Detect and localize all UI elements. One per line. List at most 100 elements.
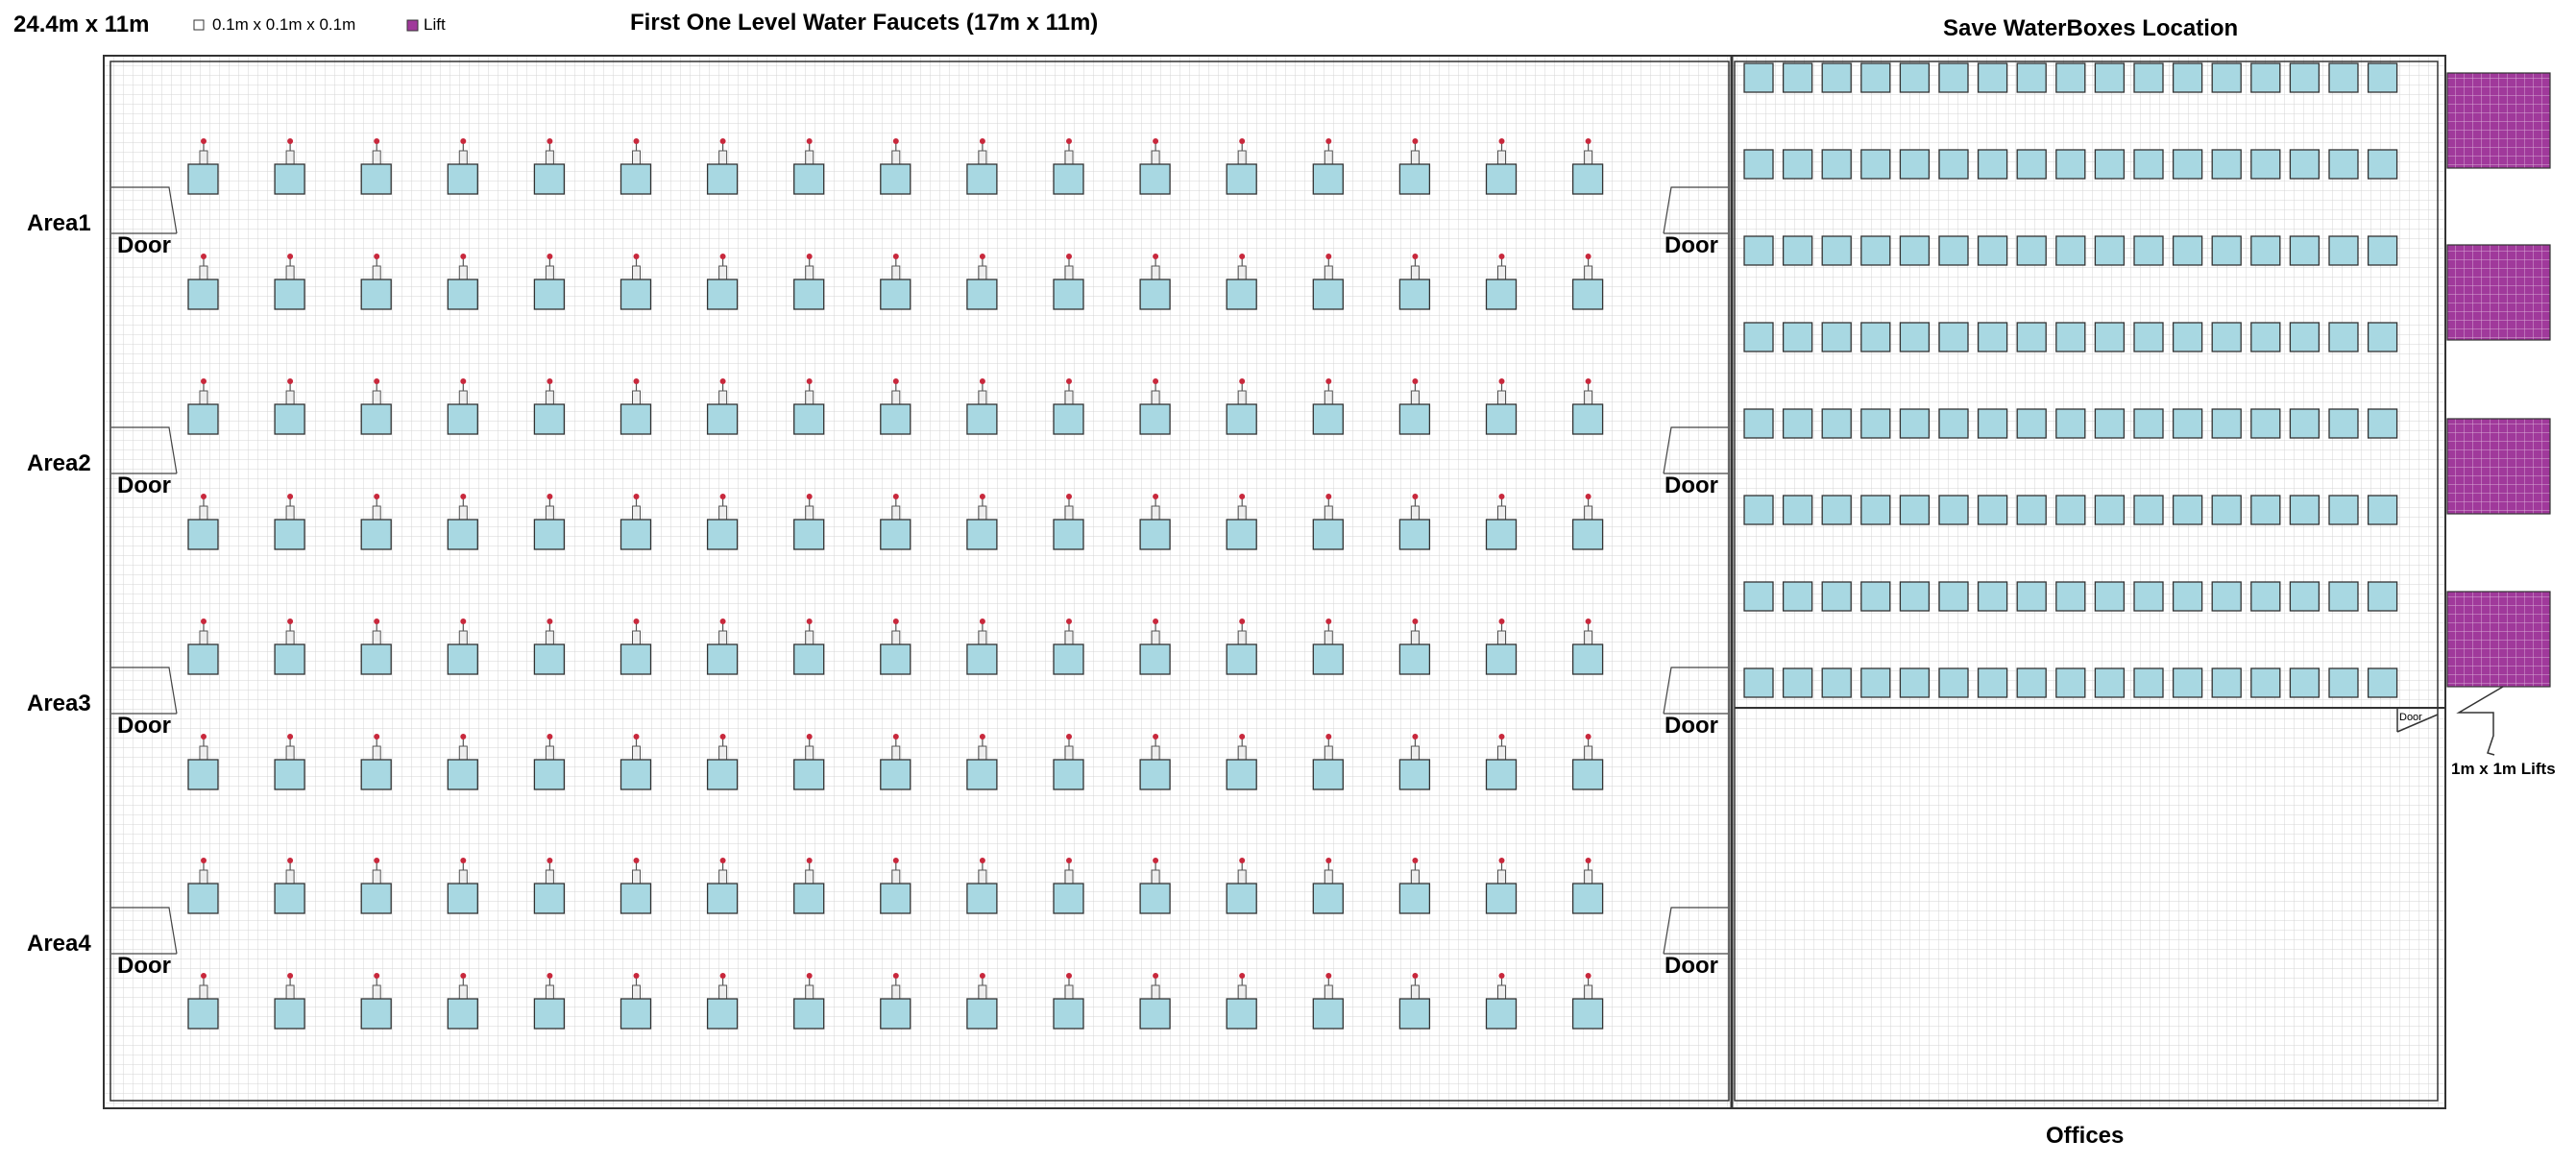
faucet <box>533 858 566 914</box>
faucet <box>447 378 478 435</box>
waterbox <box>2328 408 2359 439</box>
faucet-basin <box>1139 643 1171 675</box>
waterbox <box>2250 235 2281 266</box>
waterbox <box>2172 235 2203 266</box>
east-wing-wall <box>1734 61 2439 1102</box>
faucet <box>1571 378 1604 435</box>
faucet <box>1485 378 1518 435</box>
waterbox <box>2289 408 2321 439</box>
waterbox <box>1821 322 1852 352</box>
area-label-2: Area2 <box>27 450 91 476</box>
waterbox <box>1977 495 2008 525</box>
left-door-4[interactable]: Door <box>111 907 178 979</box>
faucet <box>706 973 739 1030</box>
waterbox <box>1977 149 2008 180</box>
lift-4[interactable] <box>2446 591 2551 688</box>
faucet-basin <box>447 998 478 1030</box>
right-door-label: Door <box>1665 953 1718 979</box>
faucet-basin <box>447 519 478 550</box>
faucet <box>793 618 825 675</box>
building-outline <box>103 55 2446 1109</box>
faucet-basin <box>1139 759 1171 790</box>
faucet <box>447 618 478 675</box>
faucet <box>1226 378 1257 435</box>
lift-1[interactable] <box>2446 72 2551 169</box>
faucet-basin <box>1312 279 1344 310</box>
waterbox <box>2055 408 2086 439</box>
waterbox <box>2172 667 2203 698</box>
faucet <box>360 618 392 675</box>
faucet-basin <box>360 998 392 1030</box>
faucet-basin <box>966 883 998 914</box>
faucet-basin <box>620 759 652 790</box>
faucet-basin <box>447 403 478 435</box>
faucet-basin <box>1571 403 1604 435</box>
faucet-basin <box>880 519 911 550</box>
waterbox <box>2172 322 2203 352</box>
left-door-label: Door <box>117 232 171 258</box>
faucet-basin <box>1398 883 1431 914</box>
faucet <box>966 254 998 310</box>
faucet-room-wall <box>109 61 1730 1102</box>
waterbox <box>2211 322 2242 352</box>
left-door-3[interactable]: Door <box>111 667 178 739</box>
waterbox <box>2328 495 2359 525</box>
faucet-basin <box>1226 279 1257 310</box>
waterbox <box>2055 495 2086 525</box>
left-door-label: Door <box>117 713 171 739</box>
waterbox-area-title: Save WaterBoxes Location <box>1943 15 2238 41</box>
waterbox <box>2289 62 2321 93</box>
left-door-label: Door <box>117 953 171 979</box>
faucet-basin <box>793 163 825 195</box>
faucet-basin <box>447 759 478 790</box>
waterbox <box>1821 495 1852 525</box>
faucet <box>1139 734 1171 790</box>
left-door-2[interactable]: Door <box>111 426 178 498</box>
waterbox <box>2211 149 2242 180</box>
faucet <box>1485 734 1518 790</box>
faucet-basin <box>274 163 305 195</box>
faucet <box>1053 254 1084 310</box>
faucet <box>1139 494 1171 550</box>
faucet-basin <box>966 279 998 310</box>
faucet-basin <box>793 998 825 1030</box>
left-door-1[interactable]: Door <box>111 186 178 258</box>
lift-2[interactable] <box>2446 244 2551 341</box>
right-door-4[interactable]: Door <box>1663 907 1728 979</box>
faucet-basin <box>1485 883 1518 914</box>
waterbox <box>1782 495 1813 525</box>
waterbox <box>2250 667 2281 698</box>
right-door-3[interactable]: Door <box>1663 667 1728 739</box>
faucet <box>1312 618 1344 675</box>
faucet <box>706 734 739 790</box>
waterbox <box>2016 62 2047 93</box>
lifts-caption: 1m x 1m Lifts <box>2451 760 2556 778</box>
waterbox <box>1743 495 1774 525</box>
faucet-basin <box>706 279 739 310</box>
right-door-2[interactable]: Door <box>1663 426 1728 498</box>
waterbox <box>2094 322 2126 352</box>
faucet-basin <box>1312 998 1344 1030</box>
faucet <box>793 734 825 790</box>
office-door[interactable]: Door <box>2396 707 2439 733</box>
faucet <box>274 138 305 195</box>
faucet <box>880 973 911 1030</box>
faucet-basin <box>706 519 739 550</box>
faucet-basin <box>447 883 478 914</box>
waterbox <box>1977 408 2008 439</box>
lift-3[interactable] <box>2446 418 2551 515</box>
waterbox <box>2055 667 2086 698</box>
faucet-basin <box>1053 759 1084 790</box>
faucet <box>1485 494 1518 550</box>
faucet <box>1398 138 1431 195</box>
waterbox <box>2211 408 2242 439</box>
faucet <box>706 858 739 914</box>
faucet-basin <box>360 279 392 310</box>
faucet <box>1312 494 1344 550</box>
faucet-basin <box>1485 643 1518 675</box>
faucet-basin <box>1053 163 1084 195</box>
faucet-basin <box>1571 883 1604 914</box>
faucet-basin <box>274 279 305 310</box>
right-door-1[interactable]: Door <box>1663 186 1728 258</box>
faucet <box>360 973 392 1030</box>
